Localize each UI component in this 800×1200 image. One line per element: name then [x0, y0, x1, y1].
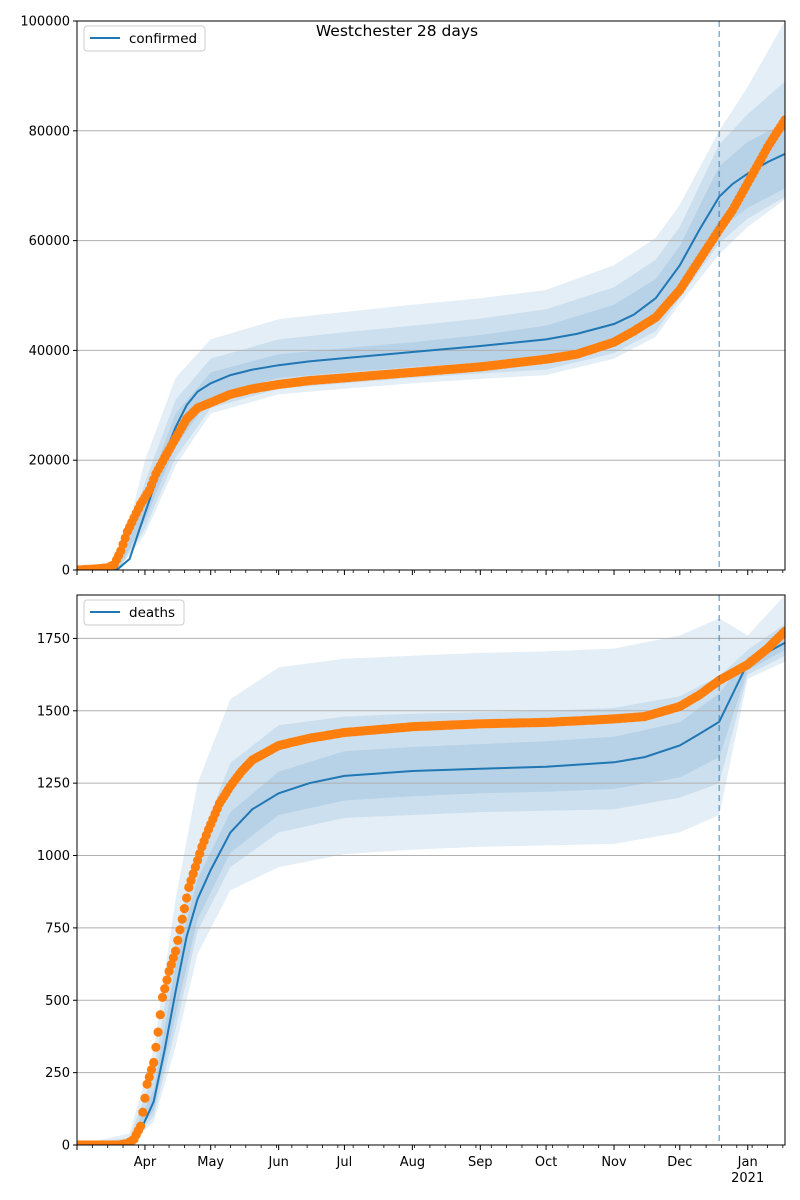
- observed-point: [142, 1079, 152, 1089]
- x-tick-label: Jul: [336, 1155, 353, 1170]
- observed-point: [149, 1057, 159, 1068]
- x-tick-label: Dec: [667, 1155, 692, 1170]
- observed-point: [780, 115, 785, 125]
- axes-frame: [76, 594, 786, 1146]
- y-tick-label: 1750: [37, 632, 70, 647]
- band-middle-area: [77, 81, 785, 570]
- y-tick-label: 750: [45, 921, 70, 936]
- legend-box: [83, 599, 185, 626]
- observed-point: [153, 1027, 163, 1037]
- observed-point: [182, 893, 192, 903]
- confirmed-y-ticks: 0 20000 40000 60000 80000 100000: [20, 15, 77, 579]
- y-tick-label: 500: [45, 994, 70, 1009]
- legend-box: [83, 25, 206, 52]
- y-tick-label: 0: [62, 1139, 70, 1154]
- y-tick-label: 1250: [37, 777, 70, 792]
- observed-point: [179, 904, 189, 914]
- deaths-y-ticks: 0 250 500 750 1000 1250 1500 1750: [37, 632, 77, 1154]
- x-tick-label: Aug: [400, 1155, 425, 1170]
- confirmed-observed-points: [77, 115, 785, 570]
- observed-point: [162, 975, 172, 985]
- deaths-x-ticks: [76, 1145, 784, 1150]
- band-outer-area: [77, 595, 785, 1145]
- y-tick-label: 60000: [29, 234, 70, 249]
- deaths-axes-frame: [76, 594, 786, 1146]
- observed-point: [780, 626, 785, 636]
- deaths-credible-bands: [77, 595, 785, 1145]
- y-tick-label: 1000: [37, 849, 70, 864]
- confirmed-panel: 0 20000 40000 60000 80000 100000 confirmed: [20, 15, 786, 579]
- observed-point: [136, 1121, 146, 1131]
- deaths-panel: 0 250 500 750 1000 1250 1500 1750 deaths: [37, 594, 786, 1154]
- y-tick-label: 100000: [20, 15, 70, 30]
- y-tick-label: 80000: [29, 124, 70, 139]
- x-tick-label: Jun: [268, 1155, 289, 1170]
- x-tick-label: Jan: [737, 1155, 758, 1170]
- observed-point: [173, 935, 183, 946]
- observed-point: [171, 946, 181, 956]
- y-tick-label: 250: [45, 1066, 70, 1081]
- y-tick-label: 40000: [29, 344, 70, 359]
- observed-point: [160, 984, 170, 994]
- confirmed-legend: confirmed: [83, 25, 206, 52]
- deaths-legend: deaths: [83, 599, 185, 626]
- y-tick-label: 1500: [37, 704, 70, 719]
- deaths-model-line: [77, 641, 785, 1145]
- observed-point: [151, 1042, 161, 1052]
- y-tick-label: 20000: [29, 454, 70, 469]
- legend-label-confirmed: confirmed: [129, 31, 197, 47]
- model-median-line: [77, 641, 785, 1145]
- observed-point: [177, 914, 187, 924]
- axes-frame: [76, 20, 786, 571]
- observed-point: [157, 992, 168, 1003]
- band-inner-area: [77, 122, 785, 570]
- confirmed-x-ticks: [76, 570, 784, 575]
- deaths-gridlines: [77, 637, 785, 1074]
- confirmed-axes-frame: [76, 20, 786, 571]
- observed-point: [144, 1072, 154, 1082]
- x-tick-label: Nov: [601, 1155, 627, 1170]
- confirmed-credible-bands: [77, 21, 785, 570]
- x-tick-label: Apr: [134, 1155, 157, 1170]
- observed-point: [138, 1107, 148, 1117]
- observed-point: [175, 925, 185, 935]
- band-outer-area: [77, 21, 785, 570]
- x-tick-label: Oct: [535, 1155, 557, 1170]
- observed-point: [146, 1065, 157, 1075]
- observed-point: [140, 1093, 150, 1103]
- x-year-label: 2021: [731, 1171, 764, 1186]
- y-tick-label: 0: [62, 564, 70, 579]
- observed-point: [155, 1010, 165, 1020]
- legend-label-deaths: deaths: [129, 605, 175, 621]
- figure-title: Westchester 28 days: [316, 22, 478, 40]
- band-inner-area: [77, 637, 785, 1145]
- x-tick-label: Sep: [468, 1155, 493, 1170]
- deaths-observed-points: [77, 626, 785, 1145]
- x-tick-label: May: [197, 1155, 224, 1170]
